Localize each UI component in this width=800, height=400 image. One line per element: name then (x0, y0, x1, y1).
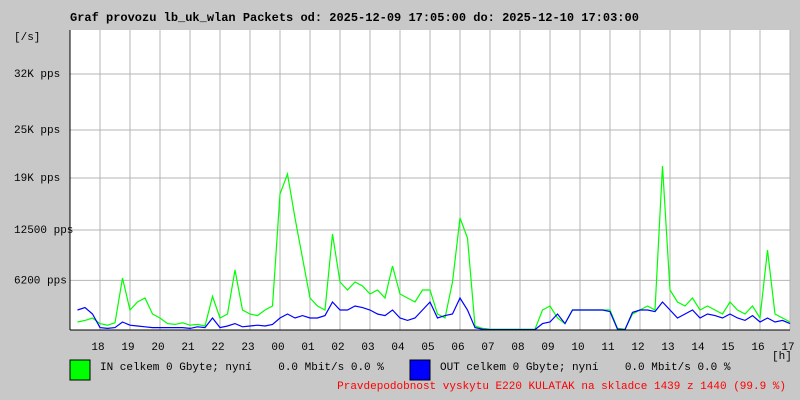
x-tick-label: 23 (241, 342, 254, 354)
x-axis-label: [h] (772, 351, 792, 363)
y-tick-label: 19K pps (14, 173, 60, 185)
x-tick-label: 02 (331, 342, 344, 354)
y-tick-label: 25K pps (14, 125, 60, 137)
x-tick-label: 03 (361, 342, 374, 354)
x-tick-label: 17 (781, 342, 794, 354)
y-tick-label: 12500 pps (14, 225, 73, 237)
x-tick-label: 00 (271, 342, 284, 354)
x-tick-label: 15 (721, 342, 734, 354)
x-tick-label: 13 (661, 342, 674, 354)
legend-label: OUT celkem 0 Gbyte; nyní 0.0 Mbit/s 0.0 … (440, 362, 731, 374)
x-tick-label: 20 (151, 342, 164, 354)
x-tick-label: 14 (691, 342, 705, 354)
y-tick-label: 6200 pps (14, 275, 67, 287)
x-tick-label: 05 (421, 342, 434, 354)
lines (77, 165, 791, 331)
x-tick-label: 16 (751, 342, 764, 354)
x-tick-label: 10 (571, 342, 584, 354)
x-tick-label: 18 (91, 342, 104, 354)
legend-swatch (409, 359, 431, 381)
x-tick-label: 09 (541, 342, 554, 354)
legend: IN celkem 0 Gbyte; nyní 0.0 Mbit/s 0.0 %… (69, 359, 731, 381)
x-tick-label: 12 (631, 342, 644, 354)
x-tick-label: 11 (601, 342, 615, 354)
y-axis-label: [/s] (14, 32, 40, 44)
x-tick-label: 06 (451, 342, 464, 354)
x-tick-label: 19 (121, 342, 134, 354)
grid (70, 30, 791, 330)
x-tick-label: 04 (391, 342, 405, 354)
legend-swatch (69, 359, 91, 381)
chart-title: Graf provozu lb_uk_wlan Packets od: 2025… (70, 11, 639, 25)
x-tick-label: 21 (181, 342, 195, 354)
x-tick-label: 07 (481, 342, 494, 354)
legend-label: IN celkem 0 Gbyte; nyní 0.0 Mbit/s 0.0 % (100, 362, 384, 374)
x-tick-label: 08 (511, 342, 524, 354)
x-tick-label: 01 (301, 342, 315, 354)
y-tick-label: 32K pps (14, 69, 60, 81)
x-tick-label: 22 (211, 342, 224, 354)
footer: Pravdepodobnost vyskytu E220 KULATAK na … (337, 381, 786, 393)
series-line (77, 296, 791, 331)
series-line (77, 165, 791, 330)
